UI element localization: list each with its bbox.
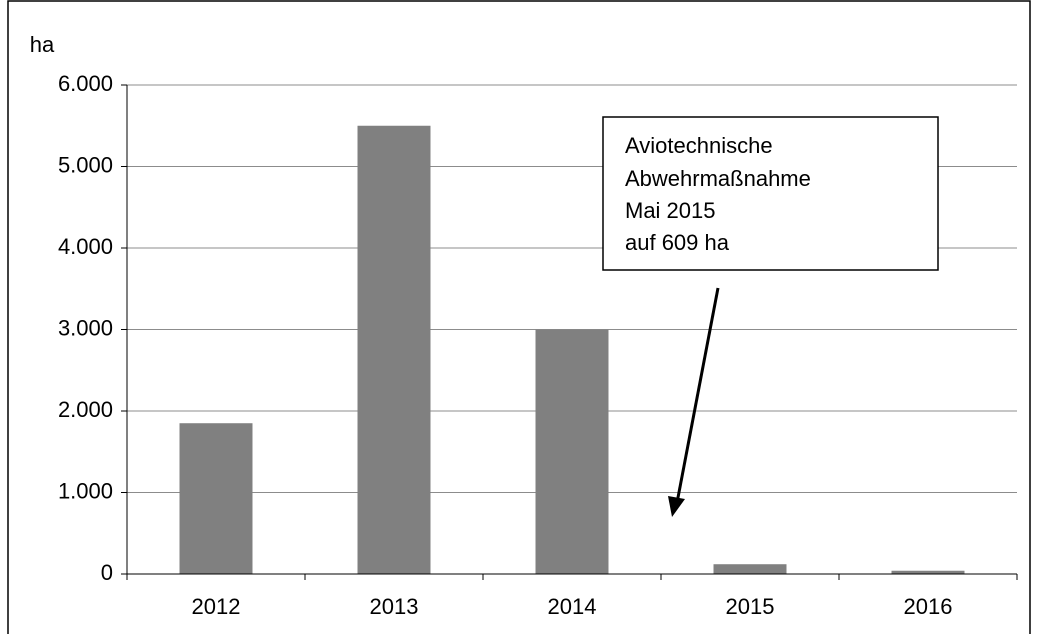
bar — [357, 125, 431, 574]
annotation-line: auf 609 ha — [625, 230, 730, 255]
y-tick-label: 0 — [101, 560, 113, 585]
x-tick-label: 2014 — [548, 594, 597, 619]
annotation-line: Aviotechnische — [625, 133, 773, 158]
y-tick-label: 3.000 — [58, 315, 113, 340]
bar — [891, 570, 965, 574]
bar — [535, 329, 609, 574]
bar — [713, 564, 787, 574]
annotation-line: Mai 2015 — [625, 198, 716, 223]
x-tick-label: 2013 — [370, 594, 419, 619]
y-tick-label: 6.000 — [58, 71, 113, 96]
x-tick-label: 2012 — [192, 594, 241, 619]
arrow-head — [668, 496, 685, 517]
annotation-arrow — [674, 287, 720, 509]
annotation-box — [602, 116, 939, 271]
y-tick-label: 5.000 — [58, 152, 113, 177]
y-tick-label: 2.000 — [58, 397, 113, 422]
bar — [179, 423, 253, 574]
y-tick-label: 4.000 — [58, 234, 113, 259]
chart-frame — [7, 0, 1031, 634]
x-tick-label: 2016 — [904, 594, 953, 619]
y-tick-label: 1.000 — [58, 478, 113, 503]
x-tick-label: 2015 — [726, 594, 775, 619]
y-axis-label: ha — [30, 32, 55, 57]
annotation-line: Abwehrmaßnahme — [625, 166, 811, 191]
